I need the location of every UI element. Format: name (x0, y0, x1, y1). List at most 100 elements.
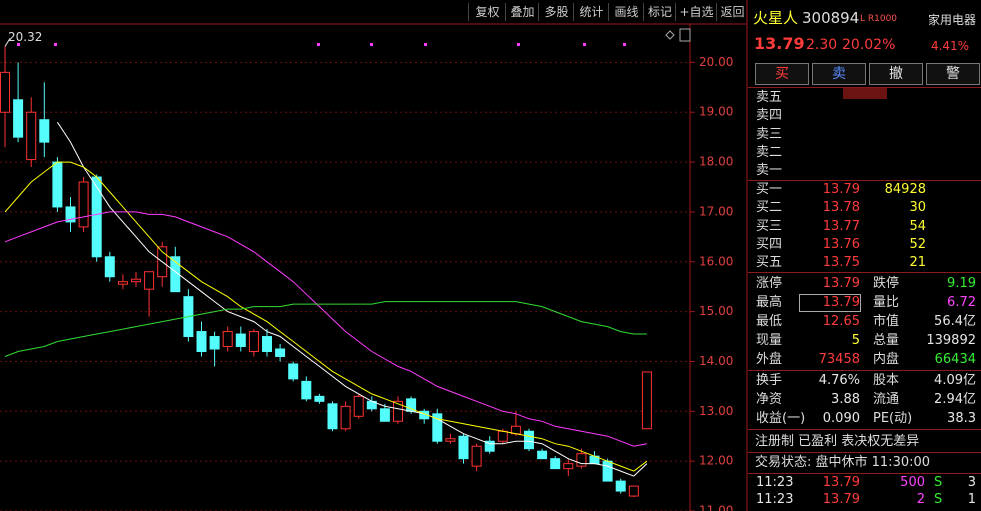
candle-body (550, 458, 561, 470)
window-icon[interactable] (679, 28, 691, 42)
toolbar-button[interactable]: 统计 (573, 3, 609, 21)
toolbar-button[interactable]: +自选 (675, 3, 717, 21)
expand-toggle[interactable] (843, 87, 887, 99)
ask-label: 卖五 (756, 90, 783, 105)
stat-value: 9.19 (947, 276, 976, 291)
y-tick-label: 14.00 (699, 354, 733, 368)
bid-label: 买五 (756, 255, 783, 271)
candle-body (117, 281, 128, 285)
ask-label: 卖二 (756, 144, 783, 160)
candle-body (524, 430, 534, 450)
stat-label: 内盘 (873, 352, 900, 367)
ma-line (4, 301, 647, 357)
candle-body (445, 438, 456, 442)
stat-value: 4.09亿 (934, 373, 976, 388)
stat-label: 量比 (873, 295, 900, 310)
stat-value: 2.94亿 (934, 392, 976, 407)
y-tick-label: 13.00 (699, 404, 733, 418)
action-button[interactable]: 警 (926, 63, 980, 85)
stock-tag: L R1000 (860, 14, 898, 24)
stock-code: 300894 (802, 9, 860, 27)
candle-body (209, 336, 220, 350)
trade-cell: 13.79 (822, 492, 860, 507)
candle-body (288, 363, 299, 380)
bid-label: 买四 (756, 236, 783, 252)
ask-label: 卖一 (756, 163, 783, 179)
stat-label: 现量 (756, 333, 783, 348)
action-button[interactable]: 撤 (869, 63, 923, 85)
candle-body (379, 408, 390, 422)
stat-label: 外盘 (756, 352, 783, 367)
candle-body (144, 271, 155, 290)
toolbar-button[interactable]: 画线 (608, 3, 644, 21)
candle-body (13, 99, 24, 138)
stat-label: 收益(一) (756, 411, 806, 426)
stat-label: PE(动) (873, 411, 913, 426)
candle-body (91, 176, 102, 258)
bid-volume: 30 (909, 200, 926, 216)
stat-label: 总量 (873, 333, 900, 348)
stat-value: 3.88 (831, 392, 860, 407)
chart-bg (0, 0, 748, 511)
candle-body (615, 480, 626, 492)
bid-label: 买一 (756, 182, 783, 197)
separator (748, 429, 981, 430)
candle-body (170, 256, 181, 293)
stat-label: 最高 (756, 295, 783, 310)
event-marker (17, 43, 20, 46)
candle-body (353, 395, 364, 417)
action-button[interactable]: 买 (755, 63, 809, 85)
toolbar-button[interactable]: 标记 (643, 3, 676, 21)
action-button[interactable]: 卖 (812, 63, 866, 85)
stat-value: 73458 (818, 352, 860, 367)
stat-label: 换手 (756, 373, 783, 388)
bid-price: 13.78 (822, 200, 860, 216)
trade-cell: 13.79 (822, 475, 860, 490)
stat-label: 最低 (756, 314, 783, 329)
candle-body (576, 453, 587, 467)
stat-value: 4.76% (818, 373, 860, 388)
candle-body (26, 111, 37, 161)
separator (748, 452, 981, 453)
candle-body (641, 371, 652, 430)
candle-body (628, 485, 639, 497)
candle-body (78, 181, 89, 228)
stat-value: 5 (851, 333, 860, 348)
bid-price: 13.76 (822, 236, 860, 252)
ma-line (56, 121, 648, 477)
diamond-icon[interactable] (665, 30, 675, 40)
candle-body (497, 430, 508, 442)
candle-body (602, 460, 613, 482)
candle-body (471, 445, 482, 467)
candle-body (65, 206, 76, 223)
toolbar-button[interactable]: 叠加 (505, 3, 539, 21)
candle-body (484, 440, 495, 452)
candle-body (537, 450, 548, 460)
y-tick-label: 20.00 (699, 55, 733, 69)
stock-name: 火星人 (753, 9, 799, 27)
listing-notes: 注册制 已盈利 表决权无差异 (755, 434, 920, 449)
bid-volume: 54 (909, 218, 926, 234)
sector-name: 家用电器 (928, 13, 977, 27)
bid-price: 13.77 (822, 218, 860, 234)
trade-status: 交易状态: 盘中休市 11:30:00 (755, 455, 931, 470)
separator (748, 87, 981, 88)
toolbar-button[interactable]: 返回 (716, 3, 748, 21)
separator (748, 473, 981, 474)
candle-body (563, 463, 574, 470)
ma-line (4, 161, 648, 472)
trade-cell: 1 (967, 492, 976, 507)
toolbar-button[interactable]: 复权 (468, 3, 506, 21)
stat-value: 12.65 (822, 314, 860, 329)
stat-value: 38.3 (947, 411, 976, 426)
bid-price: 13.79 (822, 182, 860, 197)
candle-body (222, 331, 233, 348)
event-marker (623, 43, 626, 46)
trade-cell: 11:23 (756, 475, 794, 490)
candle-body (196, 331, 207, 352)
candle-body (0, 71, 10, 113)
stat-value: 13.79 (822, 276, 860, 291)
sector-pct: 4.41% (930, 39, 970, 53)
toolbar-button[interactable]: 多股 (538, 3, 574, 21)
stat-value: 139892 (926, 333, 976, 348)
